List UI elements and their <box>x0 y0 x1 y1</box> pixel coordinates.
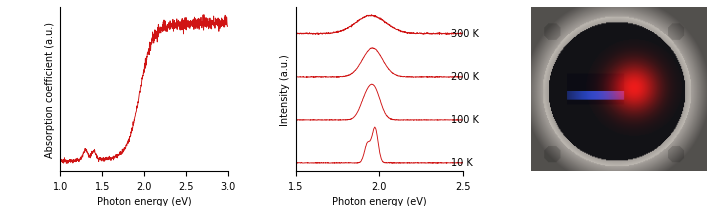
Text: 10 K: 10 K <box>451 157 473 167</box>
Y-axis label: Absorption coefficient (a.u.): Absorption coefficient (a.u.) <box>45 22 55 157</box>
Text: 100 K: 100 K <box>451 115 479 124</box>
Y-axis label: Intensity (a.u.): Intensity (a.u.) <box>280 54 290 125</box>
Text: 200 K: 200 K <box>451 72 479 82</box>
Text: 300 K: 300 K <box>451 29 479 39</box>
X-axis label: Photon energy (eV): Photon energy (eV) <box>97 196 191 206</box>
X-axis label: Photon energy (eV): Photon energy (eV) <box>332 196 427 206</box>
